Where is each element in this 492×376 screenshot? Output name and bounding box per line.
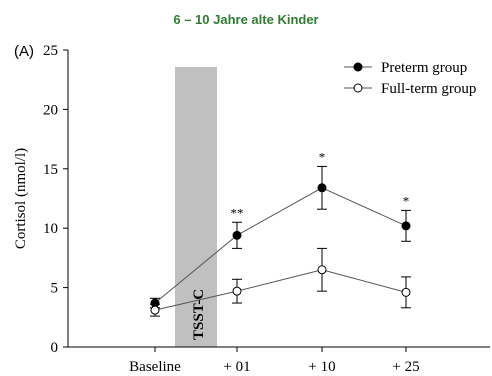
data-point [150, 305, 160, 315]
significance-label: * [319, 149, 326, 164]
data-point [401, 221, 411, 231]
axes-layer: 0 5 10 15 20 25 Baseline + 01 + 10 + 25 Cortisol (… [13, 43, 490, 375]
y-tick-label: 5 [51, 281, 59, 297]
x-tick-label: Baseline [129, 359, 181, 375]
legend-label: Preterm group [381, 60, 467, 76]
legend-marker [353, 62, 363, 72]
chart-title: 6 – 10 Jahre alte Kinder [173, 12, 319, 27]
data-point [317, 265, 327, 275]
x-tick-label: + 01 [223, 359, 250, 375]
tsst-c-label: TSST-C [191, 289, 207, 340]
legend-label: Full-term group [381, 81, 476, 97]
y-tick-label: 20 [43, 102, 58, 118]
series-line [154, 269, 407, 311]
legend-item: Full-term group [344, 81, 476, 97]
shade-layer: TSST-C [175, 67, 217, 347]
y-tick-label: 10 [43, 221, 58, 237]
data-point [401, 287, 411, 297]
series-layer: **** [150, 149, 411, 317]
legend-marker [353, 83, 363, 93]
data-point [317, 183, 327, 193]
series-2 [150, 247, 411, 317]
y-tick-label: 15 [43, 162, 58, 178]
y-tick-label: 25 [43, 43, 58, 59]
legend: Preterm group Full-term group [344, 60, 476, 97]
data-point [232, 286, 242, 296]
x-tick-label: + 25 [392, 359, 419, 375]
data-point [232, 230, 242, 240]
x-tick-label: + 10 [308, 359, 335, 375]
significance-label: ** [231, 205, 244, 220]
y-tick-label: 0 [51, 340, 59, 356]
legend-item: Preterm group [344, 60, 467, 76]
significance-label: * [403, 193, 410, 208]
series-line [154, 187, 407, 304]
y-axis-label: Cortisol (nmol/l) [13, 148, 29, 249]
panel-label: (A) [14, 43, 34, 60]
